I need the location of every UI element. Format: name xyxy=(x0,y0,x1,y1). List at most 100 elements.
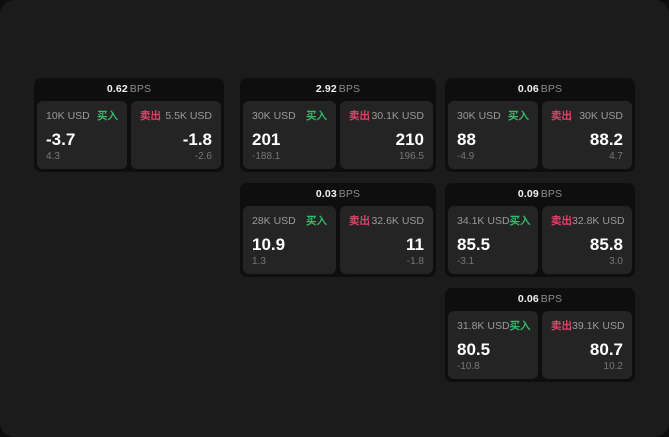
sell-quantity: 32.6K USD xyxy=(371,214,424,227)
buy-action-label[interactable]: 买入 xyxy=(306,110,327,122)
quote-group[interactable]: 0.03 BPS 28K USD 买入 10.9 1.3 卖出 32.6K USD 11 -1.8 xyxy=(240,183,436,277)
sell-action-label[interactable]: 卖出 xyxy=(140,110,161,122)
group-bps-header: 0.06 BPS xyxy=(445,288,635,311)
buy-quantity: 10K USD xyxy=(46,109,90,122)
buy-action-label[interactable]: 买入 xyxy=(509,320,531,332)
group-bps-header: 0.03 BPS xyxy=(240,183,436,206)
bps-value: 0.03 xyxy=(315,188,337,200)
sell-delta: 4.7 xyxy=(609,151,623,162)
buy-delta: 1.3 xyxy=(252,256,266,267)
sell-delta: 10.2 xyxy=(603,361,623,372)
bps-value: 2.92 xyxy=(315,83,337,95)
quote-sides: 28K USD 买入 10.9 1.3 卖出 32.6K USD 11 -1.8 xyxy=(240,206,436,277)
bps-value: 0.06 xyxy=(517,83,539,95)
group-bps-header: 0.09 BPS xyxy=(445,183,635,206)
card-top-row: 卖出 32.6K USD xyxy=(349,214,424,228)
buy-delta: 4.3 xyxy=(46,151,60,162)
bps-unit-label: BPS xyxy=(540,188,563,200)
buy-action-label[interactable]: 买入 xyxy=(509,215,531,227)
quote-group[interactable]: 0.09 BPS 34.1K USD 买入 85.5 -3.1 卖出 32.8K USD 85.… xyxy=(445,183,635,277)
card-top-row: 卖出 39.1K USD xyxy=(551,319,625,333)
buy-delta: -4.9 xyxy=(457,151,475,162)
buy-action-label[interactable]: 买入 xyxy=(306,215,327,227)
sell-price: 88.2 xyxy=(589,130,623,149)
buy-delta: -188.1 xyxy=(252,151,281,162)
card-top-row: 卖出 30K USD xyxy=(551,109,623,123)
sell-quantity: 39.1K USD xyxy=(572,319,625,332)
sell-action-label[interactable]: 卖出 xyxy=(349,110,370,122)
group-bps-header: 0.06 BPS xyxy=(445,78,635,101)
sell-quantity: 5.5K USD xyxy=(165,109,212,122)
bps-unit-label: BPS xyxy=(129,83,152,95)
sell-delta: -1.8 xyxy=(406,256,424,267)
sell-action-label[interactable]: 卖出 xyxy=(551,110,572,122)
group-bps-header: 2.92 BPS xyxy=(240,78,436,101)
buy-price: 85.5 xyxy=(457,235,491,254)
bps-unit-label: BPS xyxy=(338,83,361,95)
sell-delta: -2.6 xyxy=(194,151,212,162)
bps-unit-label: BPS xyxy=(540,83,563,95)
buy-price: 201 xyxy=(252,130,281,149)
buy-action-label[interactable]: 买入 xyxy=(97,110,118,122)
sell-action-label[interactable]: 卖出 xyxy=(551,215,572,227)
sell-card[interactable]: 卖出 39.1K USD 80.7 10.2 xyxy=(542,311,632,379)
card-top-row: 30K USD 买入 xyxy=(252,109,327,123)
buy-quantity: 30K USD xyxy=(457,109,501,122)
bps-unit-label: BPS xyxy=(540,293,563,305)
card-top-row: 28K USD 买入 xyxy=(252,214,327,228)
sell-card[interactable]: 卖出 30.1K USD 210 196.5 xyxy=(340,101,433,169)
buy-card[interactable]: 30K USD 买入 201 -188.1 xyxy=(243,101,336,169)
buy-action-label[interactable]: 买入 xyxy=(508,110,529,122)
sell-quantity: 30.1K USD xyxy=(371,109,424,122)
quote-sides: 10K USD 买入 -3.7 4.3 卖出 5.5K USD -1.8 -2.6 xyxy=(34,101,224,172)
buy-card[interactable]: 10K USD 买入 -3.7 4.3 xyxy=(37,101,127,169)
quote-sides: 34.1K USD 买入 85.5 -3.1 卖出 32.8K USD 85.8 3.0 xyxy=(445,206,635,277)
group-bps-header: 0.62 BPS xyxy=(34,78,224,101)
buy-quantity: 30K USD xyxy=(252,109,296,122)
buy-card[interactable]: 28K USD 买入 10.9 1.3 xyxy=(243,206,336,274)
sell-action-label[interactable]: 卖出 xyxy=(349,215,370,227)
sell-price: 11 xyxy=(406,235,424,254)
buy-card[interactable]: 30K USD 买入 88 -4.9 xyxy=(448,101,538,169)
bps-unit-label: BPS xyxy=(338,188,361,200)
quote-group[interactable]: 0.06 BPS 30K USD 买入 88 -4.9 卖出 30K USD 88.2 4.7 xyxy=(445,78,635,172)
buy-price: 10.9 xyxy=(252,235,286,254)
buy-quantity: 34.1K USD xyxy=(457,214,510,227)
bps-value: 0.06 xyxy=(517,293,539,305)
buy-price: 88 xyxy=(457,130,476,149)
sell-card[interactable]: 卖出 32.8K USD 85.8 3.0 xyxy=(542,206,632,274)
card-top-row: 卖出 32.8K USD xyxy=(551,214,625,228)
quote-group[interactable]: 2.92 BPS 30K USD 买入 201 -188.1 卖出 30.1K USD 210 1… xyxy=(240,78,436,172)
sell-card[interactable]: 卖出 32.6K USD 11 -1.8 xyxy=(340,206,433,274)
buy-card[interactable]: 31.8K USD 买入 80.5 -10.8 xyxy=(448,311,538,379)
sell-price: -1.8 xyxy=(182,130,212,149)
sell-card[interactable]: 卖出 30K USD 88.2 4.7 xyxy=(542,101,632,169)
card-top-row: 31.8K USD 买入 xyxy=(457,319,531,333)
sell-price: 80.7 xyxy=(589,340,623,359)
buy-card[interactable]: 34.1K USD 买入 85.5 -3.1 xyxy=(448,206,538,274)
buy-price: 80.5 xyxy=(457,340,491,359)
bps-value: 0.09 xyxy=(517,188,539,200)
buy-price: -3.7 xyxy=(46,130,76,149)
buy-delta: -3.1 xyxy=(457,256,475,267)
sell-action-label[interactable]: 卖出 xyxy=(551,320,572,332)
card-top-row: 34.1K USD 买入 xyxy=(457,214,531,228)
quote-group[interactable]: 0.06 BPS 31.8K USD 买入 80.5 -10.8 卖出 39.1K USD 80… xyxy=(445,288,635,382)
card-top-row: 卖出 5.5K USD xyxy=(140,109,212,123)
card-top-row: 卖出 30.1K USD xyxy=(349,109,424,123)
sell-card[interactable]: 卖出 5.5K USD -1.8 -2.6 xyxy=(131,101,221,169)
quote-sides: 31.8K USD 买入 80.5 -10.8 卖出 39.1K USD 80.7 10.2 xyxy=(445,311,635,382)
sell-quantity: 32.8K USD xyxy=(572,214,625,227)
sell-delta: 196.5 xyxy=(398,151,424,162)
buy-quantity: 31.8K USD xyxy=(457,319,510,332)
bps-value: 0.62 xyxy=(106,83,128,95)
quote-sides: 30K USD 买入 88 -4.9 卖出 30K USD 88.2 4.7 xyxy=(445,101,635,172)
sell-delta: 3.0 xyxy=(609,256,623,267)
quote-group[interactable]: 0.62 BPS 10K USD 买入 -3.7 4.3 卖出 5.5K USD -1.8 -2.… xyxy=(34,78,224,172)
sell-price: 210 xyxy=(395,130,424,149)
buy-quantity: 28K USD xyxy=(252,214,296,227)
sell-price: 85.8 xyxy=(589,235,623,254)
quote-sides: 30K USD 买入 201 -188.1 卖出 30.1K USD 210 196.5 xyxy=(240,101,436,172)
